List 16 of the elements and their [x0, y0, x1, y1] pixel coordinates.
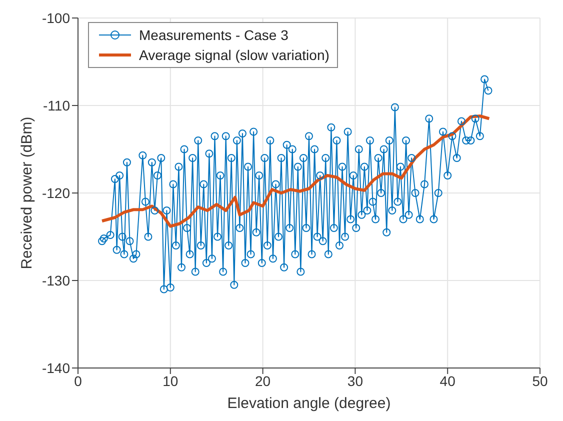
y-tick-label: -130 — [42, 272, 70, 288]
x-tick-label: 10 — [162, 372, 178, 389]
x-axis-title: Elevation angle (degree) — [227, 395, 391, 412]
legend-label: Average signal (slow variation) — [139, 46, 330, 65]
legend-label: Measurements - Case 3 — [139, 26, 288, 45]
y-axis-title: Received power (dBm) — [18, 116, 36, 270]
y-tick-label: -120 — [42, 184, 70, 201]
y-tick-label: -140 — [42, 360, 70, 376]
x-tick-label: 40 — [440, 372, 456, 389]
x-tick-label: 0 — [74, 372, 82, 389]
y-tick-label: -110 — [43, 97, 70, 114]
x-tick-label: 30 — [347, 372, 364, 389]
x-tick-label: 20 — [255, 372, 271, 389]
x-tick-label: 50 — [532, 372, 548, 389]
y-tick-label: -100 — [42, 10, 70, 26]
line-series — [100, 114, 491, 228]
